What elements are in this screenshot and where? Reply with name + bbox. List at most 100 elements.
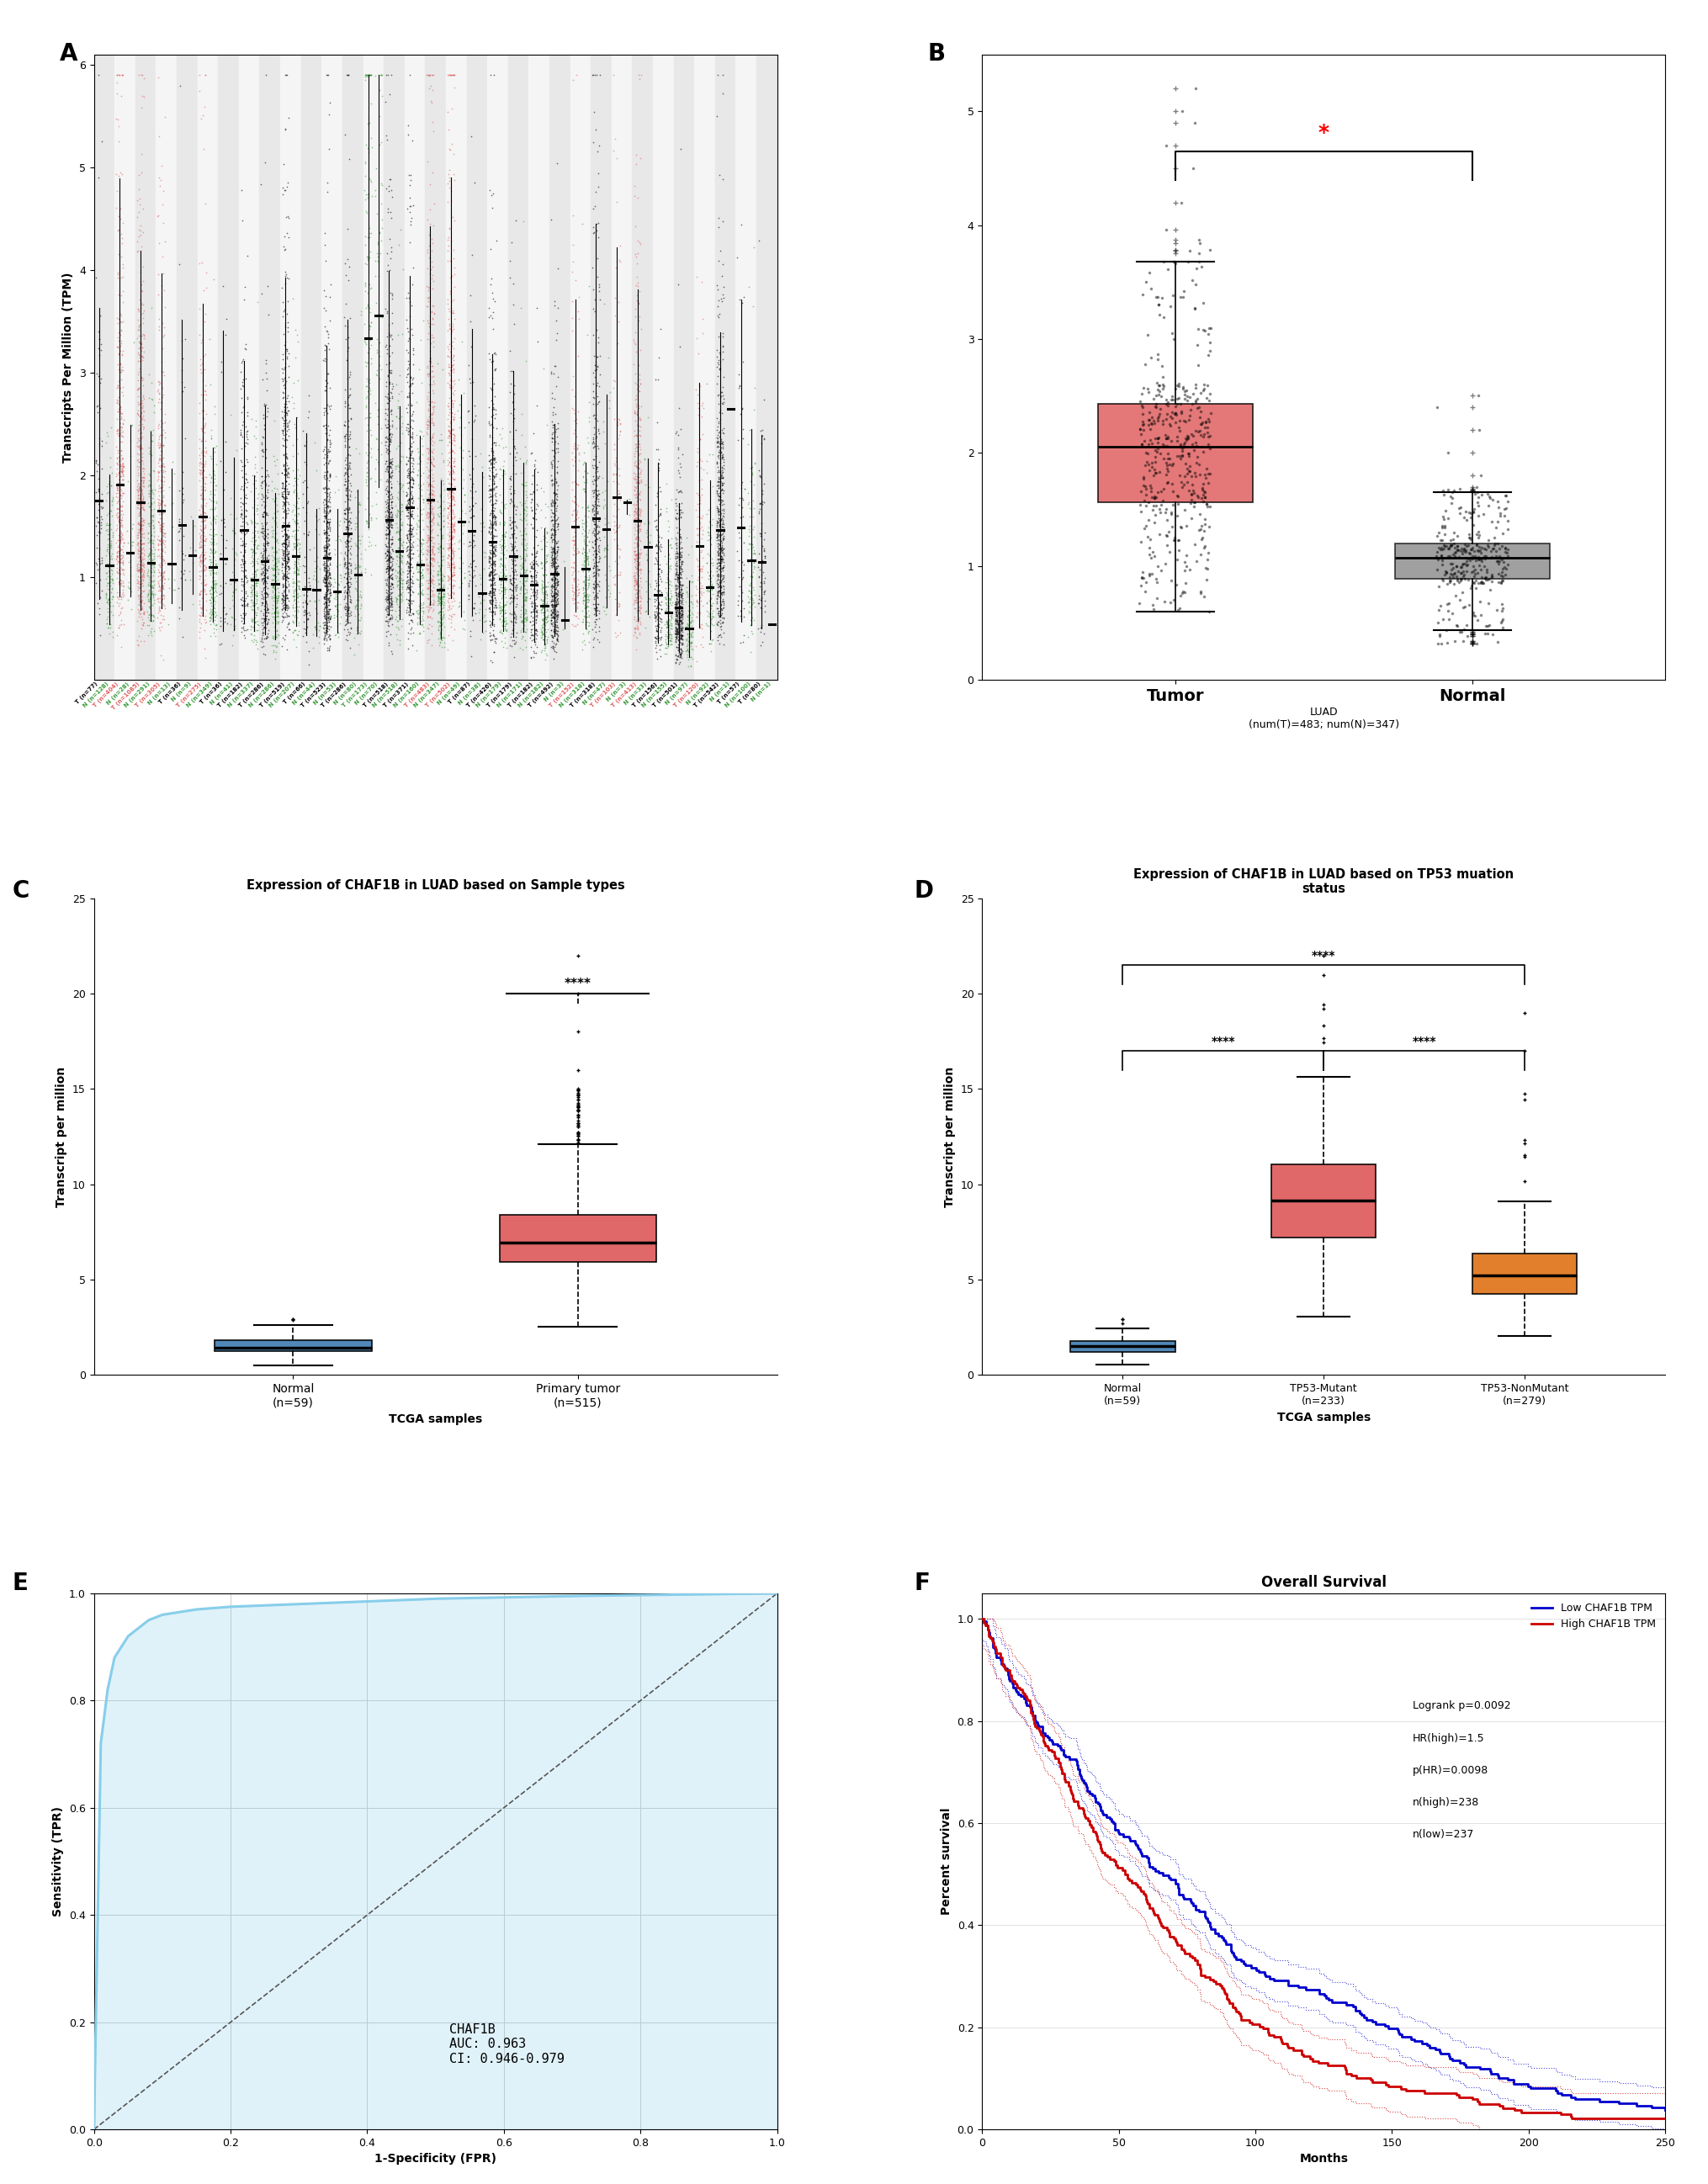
Point	[261, 581, 289, 616]
Point	[579, 505, 606, 539]
Point	[125, 450, 152, 485]
Point	[699, 572, 726, 607]
Point	[752, 594, 779, 629]
Point	[202, 550, 229, 585]
Point	[622, 546, 649, 581]
Point	[326, 535, 354, 570]
Point	[664, 594, 692, 629]
Point	[509, 631, 536, 666]
Point	[623, 585, 651, 620]
Point	[311, 472, 338, 507]
Point	[128, 339, 155, 373]
Point	[482, 577, 509, 612]
Point	[1460, 539, 1488, 574]
Point	[272, 306, 299, 341]
Point	[231, 553, 258, 587]
Point	[398, 480, 425, 515]
Point	[541, 544, 569, 579]
Point	[1460, 563, 1488, 598]
Point	[251, 520, 278, 555]
Point	[512, 485, 540, 520]
Point	[220, 612, 248, 646]
Point	[480, 544, 507, 579]
Point	[1156, 408, 1184, 443]
Point	[273, 548, 301, 583]
Point	[316, 443, 343, 478]
Point	[200, 570, 227, 605]
Point	[314, 598, 342, 633]
Point	[372, 435, 400, 470]
Point	[627, 498, 654, 533]
Point	[331, 579, 359, 614]
Point	[270, 579, 297, 614]
Point	[500, 581, 528, 616]
Point	[740, 583, 767, 618]
Point	[260, 570, 287, 605]
Point	[656, 622, 683, 657]
Point	[316, 494, 343, 529]
Point	[270, 146, 297, 181]
Point	[569, 511, 596, 546]
Point	[200, 498, 227, 533]
Point	[478, 371, 506, 406]
Point	[676, 592, 704, 627]
Point	[627, 452, 654, 487]
Point	[316, 371, 343, 406]
Point	[622, 491, 649, 526]
Point	[579, 317, 606, 352]
Point	[497, 550, 524, 585]
Point	[313, 590, 340, 625]
Point	[106, 544, 133, 579]
Point	[540, 614, 567, 649]
Point	[125, 472, 152, 507]
Point	[126, 415, 154, 450]
Point	[458, 480, 485, 515]
Point	[1465, 513, 1493, 548]
Point	[581, 430, 608, 465]
Point	[377, 234, 405, 269]
Point	[1467, 459, 1494, 494]
Point	[420, 577, 447, 612]
Point	[84, 454, 111, 489]
Point	[94, 507, 121, 542]
Point	[1190, 456, 1218, 491]
Point	[644, 529, 671, 563]
Point	[331, 607, 359, 642]
Point	[1445, 555, 1472, 590]
Point	[273, 472, 301, 507]
Point	[711, 417, 738, 452]
Point	[454, 568, 482, 603]
Point	[699, 572, 726, 607]
Point	[126, 480, 154, 515]
Point	[372, 509, 400, 544]
Point	[415, 498, 442, 533]
Point	[355, 308, 383, 343]
Point	[543, 430, 570, 465]
Point	[541, 612, 569, 646]
Point	[248, 459, 275, 494]
Point	[191, 511, 219, 546]
Point	[239, 535, 266, 570]
Point	[439, 537, 466, 572]
Point	[533, 625, 560, 660]
Point	[564, 568, 591, 603]
Point	[396, 461, 424, 496]
Point	[584, 544, 611, 579]
Point	[625, 568, 652, 603]
Point	[118, 408, 145, 443]
Point	[186, 537, 214, 572]
Point	[268, 592, 295, 627]
Point	[627, 579, 654, 614]
Point	[675, 640, 702, 675]
Point	[265, 494, 292, 529]
Point	[130, 382, 157, 417]
Point	[654, 537, 681, 572]
Point	[480, 459, 507, 494]
Point	[576, 515, 603, 550]
Point	[459, 544, 487, 579]
Point	[145, 550, 173, 585]
Point	[196, 557, 224, 592]
Point	[709, 76, 736, 111]
Point	[1459, 568, 1486, 603]
Point	[663, 614, 690, 649]
